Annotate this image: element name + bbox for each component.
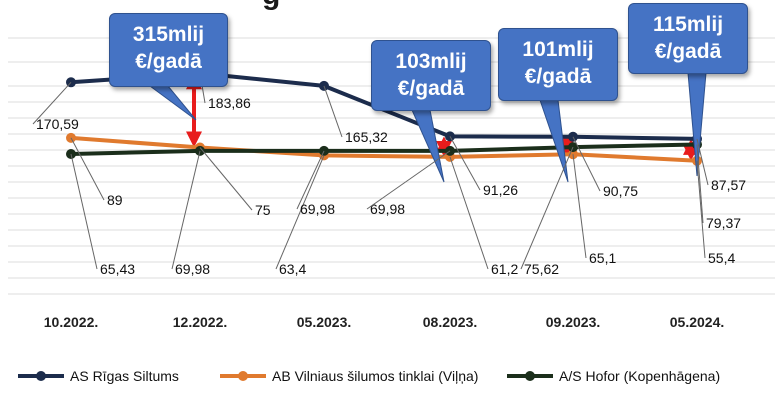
- data-label: 165,32: [345, 129, 388, 145]
- x-tick-label: 09.2023.: [546, 314, 601, 330]
- callout-line1: 101mlij: [522, 38, 594, 61]
- data-label: 69,98: [175, 261, 210, 277]
- data-label: 65,1: [589, 250, 616, 266]
- callout-line2: €/gadā: [397, 77, 465, 100]
- data-label: 63,4: [279, 261, 306, 277]
- leader-line: [32, 81, 72, 125]
- series-line: [69, 142, 699, 156]
- leader-line: [366, 150, 451, 210]
- leader-line: [171, 150, 201, 270]
- callout-09-2023: 101mlij €/gadā: [498, 28, 618, 101]
- legend-marker: [36, 371, 46, 381]
- data-label: 75,62: [524, 261, 559, 277]
- legend-label: A/S Hofor (Kopenhāgena): [559, 368, 720, 384]
- legend-label: AB Vilniaus šilumos tinklai (Viļņa): [272, 368, 478, 384]
- callout-line1: 315mlij: [132, 23, 205, 46]
- leader-line: [696, 138, 709, 186]
- leader-line: [296, 150, 325, 210]
- leader-line: [70, 153, 98, 270]
- data-label: 183,86: [208, 95, 251, 111]
- callout-05-2024: 115mlij €/gadā: [628, 3, 748, 74]
- callout-tail: [148, 85, 197, 121]
- leader-line: [572, 136, 601, 192]
- callout-line2: €/gadā: [524, 65, 592, 88]
- leader-line: [520, 146, 574, 270]
- data-label: 55,4: [708, 250, 735, 266]
- callout-12-2022: 315mlij €/gadā: [109, 13, 228, 87]
- data-label: 79,37: [706, 215, 741, 231]
- callout-line1: 103mlij: [395, 50, 467, 73]
- callout-08-2023: 103mlij €/gadā: [371, 40, 491, 111]
- leader-line: [696, 144, 704, 224]
- data-label: 61,2: [491, 261, 518, 277]
- data-label: 69,98: [300, 201, 335, 217]
- data-label: 65,43: [100, 261, 135, 277]
- leader-line: [449, 156, 489, 270]
- leader-line: [199, 147, 253, 211]
- x-tick-label: 05.2024.: [670, 314, 725, 330]
- legend-label: AS Rīgas Siltums: [70, 368, 179, 384]
- callout-line1: 115mlij: [652, 13, 724, 36]
- data-label: 170,59: [36, 116, 79, 132]
- leader-line: [449, 136, 481, 191]
- data-label: 87,57: [711, 177, 746, 193]
- leader-line: [696, 160, 706, 259]
- x-tick-label: 08.2023.: [423, 314, 478, 330]
- legend-marker: [525, 371, 535, 381]
- data-label: 69,98: [370, 201, 405, 217]
- data-label: 89: [107, 192, 123, 208]
- callout-line2: €/gadā: [654, 40, 722, 63]
- series-line: [69, 135, 699, 163]
- callout-tail: [411, 109, 445, 183]
- leader-line: [275, 155, 325, 270]
- legend-marker: [238, 371, 248, 381]
- leader-line: [572, 154, 587, 259]
- leader-line: [323, 85, 343, 138]
- x-tick-label: 05.2023.: [297, 314, 352, 330]
- title-fragment: g: [262, 0, 280, 12]
- data-label: 91,26: [483, 182, 518, 198]
- callout-line2: €/gadā: [135, 50, 202, 73]
- x-tick-label: 12.2022.: [173, 314, 228, 330]
- data-label: 75: [255, 202, 271, 218]
- data-label: 90,75: [603, 183, 638, 199]
- x-tick-label: 10.2022.: [44, 314, 99, 330]
- leader-line: [70, 137, 105, 201]
